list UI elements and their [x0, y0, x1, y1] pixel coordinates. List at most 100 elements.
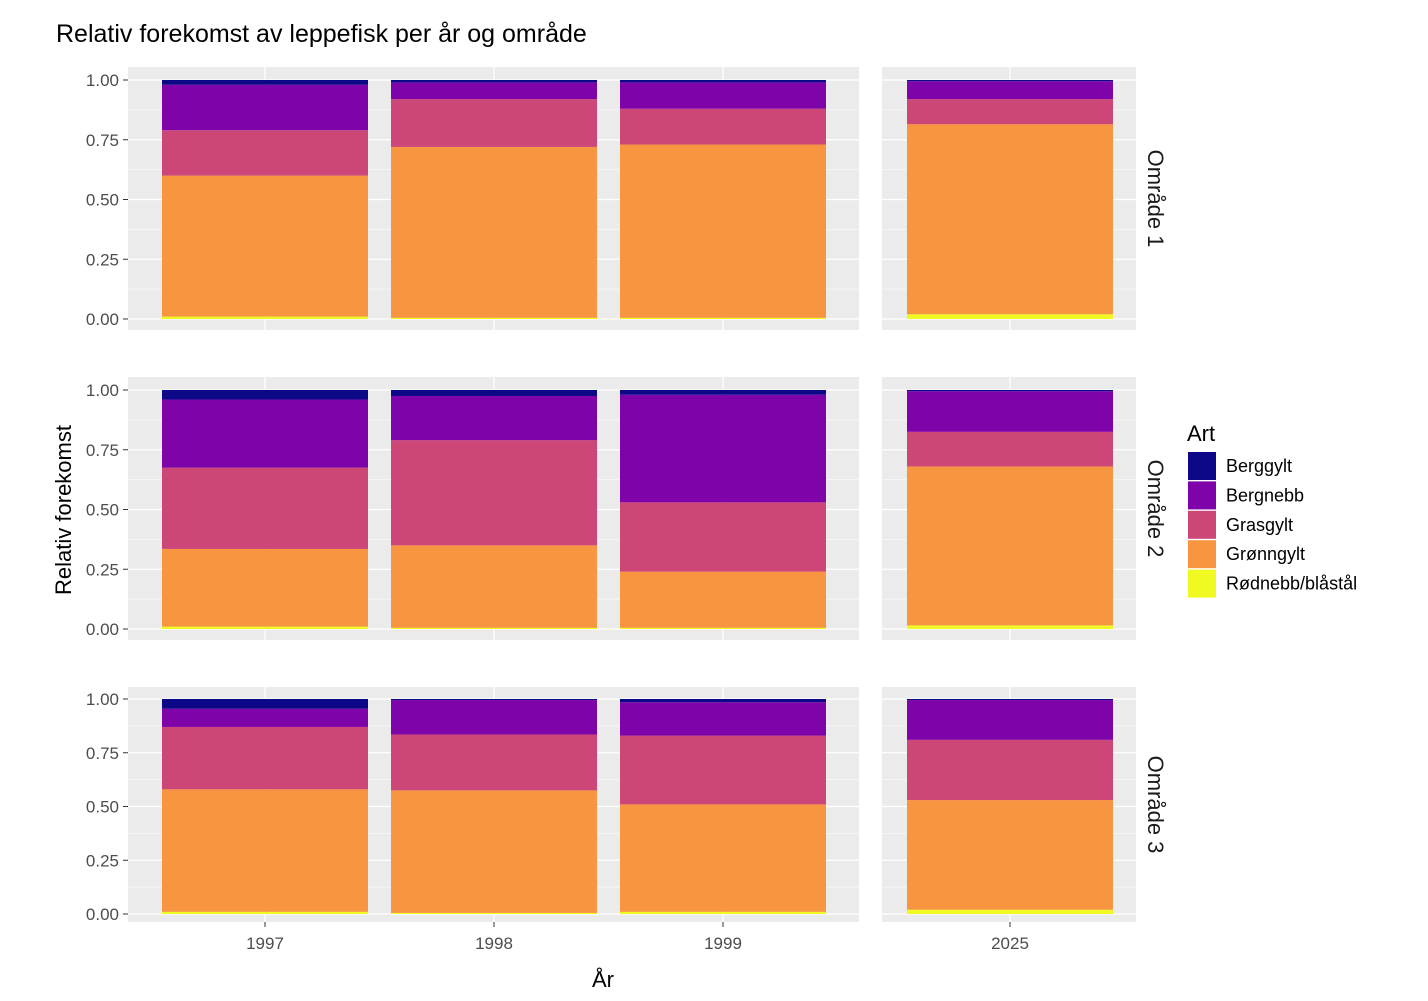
legend-title: Art: [1187, 421, 1215, 446]
bar-gronngylt-2025: [907, 800, 1113, 910]
bar-berggylt-2025: [907, 699, 1113, 701]
bar-bergnebb-1997: [162, 708, 368, 727]
legend-label: Bergnebb: [1226, 485, 1304, 505]
bar-bergnebb-2025: [907, 700, 1113, 740]
y-tick-label: 0.25: [86, 560, 119, 579]
x-axis-title: År: [592, 967, 614, 992]
y-axis-title: Relativ forekomst: [51, 425, 76, 595]
bar-bergnebb-2025: [907, 81, 1113, 100]
x-tick-label: 1997: [246, 934, 284, 953]
bar-bergnebb-2025: [907, 391, 1113, 432]
x-tick-label: 1999: [704, 934, 742, 953]
bar-gronngylt-1999: [620, 144, 826, 318]
y-tick-label: 0.75: [86, 744, 119, 763]
panel-2-2: [882, 377, 1136, 640]
bar-bergnebb-1998: [391, 395, 597, 441]
bar-berggylt-1997: [162, 80, 368, 85]
bar-bergnebb-1999: [620, 702, 826, 736]
bar-rodnebb-blastal-2025: [907, 625, 1113, 629]
bar-grasgylt-1999: [620, 735, 826, 805]
bar-rodnebb-blastal-2025: [907, 314, 1113, 319]
y-tick-label: 0.50: [86, 191, 119, 210]
bar-grasgylt-1998: [391, 440, 597, 546]
y-tick-label: 0.25: [86, 250, 119, 269]
legend-label: Grønngylt: [1226, 544, 1305, 564]
legend-swatch: [1188, 481, 1216, 510]
facet-strip-label: Område 1: [1143, 150, 1168, 248]
bar-bergnebb-1998: [391, 700, 597, 735]
bar-grasgylt-1997: [162, 726, 368, 790]
bar-rodnebb-blastal-1999: [620, 911, 826, 914]
panel-2-1: [128, 377, 859, 640]
bar-berggylt-1998: [391, 80, 597, 83]
x-tick-label: 2025: [991, 934, 1029, 953]
y-tick-label: 0.00: [86, 310, 119, 329]
panel-1-1: [128, 67, 859, 330]
y-tick-label: 0.50: [86, 798, 119, 817]
bar-gronngylt-1999: [620, 804, 826, 912]
bar-gronngylt-1997: [162, 789, 368, 912]
bar-berggylt-1997: [162, 390, 368, 400]
bar-gronngylt-1998: [391, 790, 597, 913]
panels-layer: 0.00 0.25 0.50 0.75 1.00 Område 1 0.00 0.25 0.50…: [86, 67, 1168, 953]
facet-strip-label: Område 2: [1143, 460, 1168, 558]
bar-rodnebb-blastal-1998: [391, 912, 597, 914]
legend-swatch: [1188, 569, 1216, 598]
bar-berggylt-1998: [391, 390, 597, 396]
legend-label: Grasgylt: [1226, 515, 1293, 535]
y-tick-label: 0.75: [86, 441, 119, 460]
chart-title: Relativ forekomst av leppefisk per år og…: [56, 20, 587, 48]
bar-berggylt-1999: [620, 699, 826, 703]
panel-3-2: [882, 687, 1136, 922]
legend-swatch: [1188, 510, 1216, 539]
bar-gronngylt-1999: [620, 571, 826, 628]
bar-gronngylt-1997: [162, 548, 368, 627]
legend-label: Berggylt: [1226, 456, 1292, 476]
bar-bergnebb-1997: [162, 399, 368, 468]
bar-rodnebb-blastal-1998: [391, 627, 597, 629]
legend-label: Rødnebb/blåstål: [1226, 574, 1357, 594]
bar-grasgylt-1998: [391, 99, 597, 147]
bar-bergnebb-1997: [162, 84, 368, 131]
x-tick-label: 1998: [475, 934, 513, 953]
bar-rodnebb-blastal-1997: [162, 316, 368, 319]
bar-grasgylt-1997: [162, 130, 368, 176]
bar-gronngylt-1998: [391, 146, 597, 318]
bar-rodnebb-blastal-1998: [391, 317, 597, 319]
bar-rodnebb-blastal-1997: [162, 626, 368, 629]
facet-strip-label: Område 3: [1143, 756, 1168, 854]
bar-grasgylt-1997: [162, 467, 368, 549]
legend-swatch: [1188, 452, 1216, 480]
y-tick-label: 1.00: [86, 690, 119, 709]
y-tick-label: 0.00: [86, 905, 119, 924]
panel-3-1: [128, 687, 859, 922]
bar-berggylt-2025: [907, 80, 1113, 82]
bar-rodnebb-blastal-1999: [620, 317, 826, 319]
y-tick-label: 0.50: [86, 501, 119, 520]
bar-grasgylt-1999: [620, 502, 826, 572]
y-tick-label: 0.75: [86, 131, 119, 150]
bar-gronngylt-2025: [907, 466, 1113, 626]
bar-rodnebb-blastal-1999: [620, 627, 826, 629]
bar-grasgylt-1998: [391, 734, 597, 791]
bar-gronngylt-1997: [162, 175, 368, 317]
bar-grasgylt-2025: [907, 431, 1113, 467]
bar-bergnebb-1998: [391, 82, 597, 100]
bar-grasgylt-2025: [907, 739, 1113, 801]
y-tick-label: 0.00: [86, 620, 119, 639]
bar-rodnebb-blastal-1997: [162, 911, 368, 914]
bar-berggylt-1998: [391, 699, 597, 701]
bar-grasgylt-1999: [620, 108, 826, 145]
legend: Art Berggylt Bergnebb Grasgylt Grønngylt Rød…: [1187, 421, 1357, 598]
y-tick-label: 0.25: [86, 851, 119, 870]
bar-bergnebb-1999: [620, 394, 826, 503]
bar-gronngylt-2025: [907, 124, 1113, 315]
bar-rodnebb-blastal-2025: [907, 909, 1113, 914]
bar-berggylt-1999: [620, 80, 826, 83]
y-tick-label: 1.00: [86, 381, 119, 400]
bar-bergnebb-1999: [620, 82, 826, 109]
bar-berggylt-2025: [907, 390, 1113, 392]
bar-grasgylt-2025: [907, 99, 1113, 125]
bar-berggylt-1999: [620, 390, 826, 395]
